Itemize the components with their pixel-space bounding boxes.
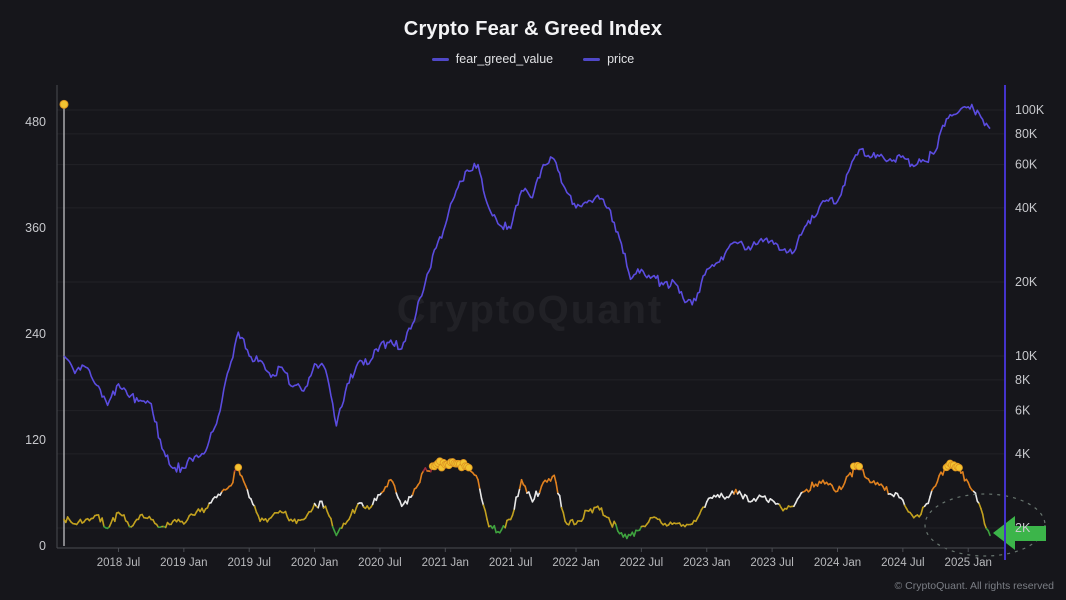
svg-text:240: 240 — [25, 327, 46, 341]
svg-text:2019 Jan: 2019 Jan — [160, 557, 207, 569]
extreme-greed-markers — [234, 457, 963, 472]
svg-text:2021 Jul: 2021 Jul — [489, 557, 532, 569]
svg-text:360: 360 — [25, 221, 46, 235]
legend-label-price: price — [607, 52, 635, 66]
svg-text:120: 120 — [25, 433, 46, 447]
copyright-text: © CryptoQuant. All rights reserved — [894, 580, 1054, 592]
right-axis-labels: 2K 4K 6K 8K 10K 20K 40K 60K 80K 100K — [1015, 103, 1045, 535]
price-series-swatch-icon — [583, 57, 601, 61]
highlight-arrow-icon — [993, 516, 1046, 550]
svg-text:480: 480 — [25, 115, 46, 129]
svg-text:2019 Jul: 2019 Jul — [227, 557, 270, 569]
legend: fear_greed_value price — [0, 52, 1066, 66]
svg-text:6K: 6K — [1015, 404, 1031, 418]
svg-text:2025 Jan: 2025 Jan — [945, 557, 992, 569]
svg-text:2021 Jan: 2021 Jan — [422, 557, 469, 569]
svg-text:2023 Jul: 2023 Jul — [750, 557, 793, 569]
svg-text:2022 Jan: 2022 Jan — [552, 557, 599, 569]
axis-lines — [56, 85, 1006, 560]
svg-text:2024 Jan: 2024 Jan — [814, 557, 861, 569]
left-axis-labels: 0 120 240 360 480 — [25, 115, 46, 553]
legend-label-fear-greed: fear_greed_value — [455, 52, 554, 66]
svg-text:20K: 20K — [1015, 275, 1038, 289]
highlight-ellipse — [924, 493, 1046, 557]
svg-text:60K: 60K — [1015, 158, 1038, 172]
svg-text:0: 0 — [39, 539, 46, 553]
svg-text:2023 Jan: 2023 Jan — [683, 557, 730, 569]
legend-item-fear-greed[interactable]: fear_greed_value — [431, 52, 554, 66]
svg-text:100K: 100K — [1015, 103, 1045, 117]
svg-text:10K: 10K — [1015, 349, 1038, 363]
svg-text:8K: 8K — [1015, 373, 1031, 387]
svg-text:2022 Jul: 2022 Jul — [620, 557, 663, 569]
svg-text:40K: 40K — [1015, 201, 1038, 215]
svg-text:2020 Jul: 2020 Jul — [358, 557, 401, 569]
first-point-artifact — [59, 99, 69, 546]
price-series — [63, 103, 991, 473]
page-title: Crypto Fear & Greed Index — [403, 18, 663, 40]
watermark: CryptoQuant — [397, 288, 663, 332]
x-axis-labels: 2018 Jul 2019 Jan 2019 Jul 2020 Jan 2020 Jul… — [97, 548, 992, 569]
svg-text:4K: 4K — [1015, 447, 1031, 461]
svg-text:2024 Jul: 2024 Jul — [881, 557, 924, 569]
legend-item-price[interactable]: price — [583, 52, 634, 66]
grid-lines — [57, 109, 1005, 529]
svg-text:2018 Jul: 2018 Jul — [97, 557, 140, 569]
svg-text:2020 Jan: 2020 Jan — [291, 557, 338, 569]
svg-text:80K: 80K — [1015, 127, 1038, 141]
fear-greed-series-swatch-icon — [431, 57, 449, 61]
svg-text:2K: 2K — [1015, 521, 1031, 535]
fear-greed-series — [63, 460, 991, 540]
